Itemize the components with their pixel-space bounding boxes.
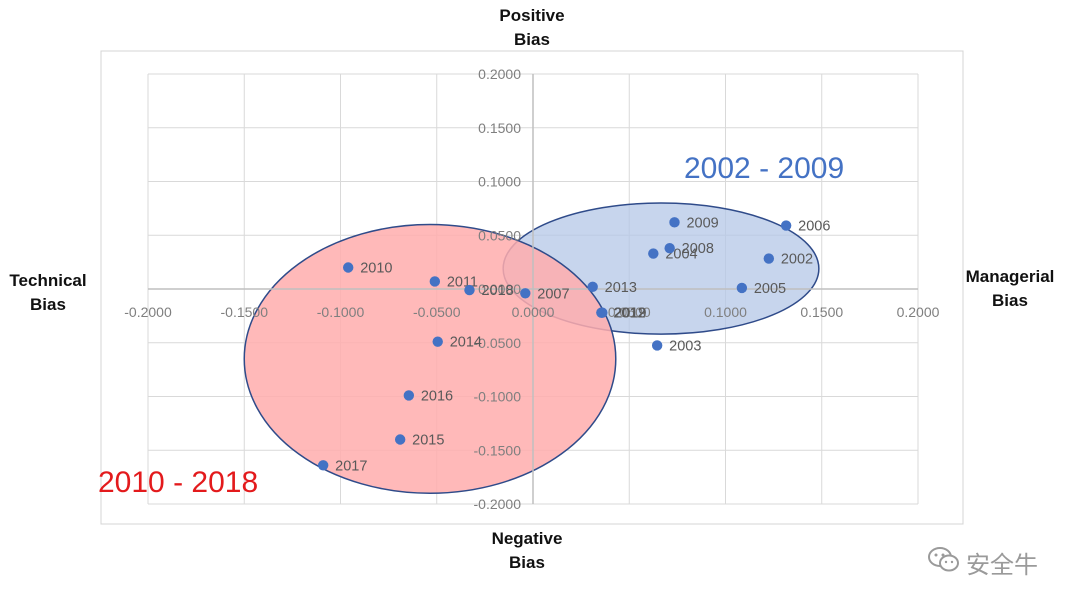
data-point <box>394 434 406 445</box>
managerial-bias-label: Managerial Bias <box>965 267 1055 310</box>
data-label: 2012 <box>613 306 645 322</box>
data-label: 2018 <box>481 283 513 299</box>
data-point <box>763 253 775 264</box>
data-label: 2014 <box>450 335 482 351</box>
data-label: 2002 <box>781 252 813 268</box>
technical-bias-label: Technical Bias <box>9 271 87 314</box>
y-tick-label: 0.1000 <box>478 174 521 190</box>
positive-bias-label: Positive Bias <box>499 6 565 49</box>
data-label: 2007 <box>537 286 569 302</box>
y-tick-label: -0.0500 <box>474 335 522 351</box>
y-tick-label: -0.1500 <box>474 442 522 458</box>
negative-bias-label: Negative Bias <box>491 529 563 572</box>
data-label: 2006 <box>798 219 830 235</box>
x-tick-label: 0.0000 <box>512 304 555 320</box>
data-point <box>403 390 415 401</box>
data-point <box>736 282 748 294</box>
data-point <box>520 288 531 299</box>
data-label: 2003 <box>669 338 701 354</box>
y-tick-label: 0.1500 <box>478 120 521 136</box>
x-tick-label: 0.2000 <box>897 304 940 320</box>
data-label: 2019 <box>614 306 646 322</box>
data-label: 2017 <box>335 458 367 474</box>
x-tick-label: -0.0500 <box>413 304 461 320</box>
wechat-icon <box>928 547 959 572</box>
group-label: 2002 - 2009 <box>684 152 844 185</box>
group-labels: 2002 - 2009 2010 - 2018 <box>98 152 844 499</box>
x-tick-label: 0.1000 <box>704 304 747 320</box>
data-point <box>343 262 354 273</box>
data-point <box>429 276 441 287</box>
y-tick-label: -0.1000 <box>474 389 522 405</box>
x-tick-label: 0.1500 <box>800 304 843 320</box>
data-label: 2010 <box>360 261 392 277</box>
x-tick-label: 0.0500 <box>608 304 651 320</box>
x-tick-label: -0.1000 <box>317 304 365 320</box>
y-tick-label: 0.2000 <box>478 66 521 82</box>
data-point <box>317 460 329 471</box>
data-point <box>587 281 598 293</box>
group-ellipse <box>243 223 617 494</box>
y-tick-label: 0.0500 <box>478 227 521 243</box>
data-point <box>664 242 675 254</box>
axes <box>148 74 918 504</box>
data-point <box>464 284 475 296</box>
data-point <box>669 217 680 228</box>
data-point <box>651 340 663 351</box>
data-point <box>648 248 659 259</box>
watermark-text: 安全牛 <box>966 552 1038 579</box>
group-label: 2010 - 2018 <box>98 466 258 499</box>
x-tick-label: -0.2000 <box>124 304 172 320</box>
data-label: 2013 <box>605 280 637 296</box>
data-point <box>432 336 443 347</box>
data-label: 2015 <box>412 433 444 449</box>
data-label: 2008 <box>682 241 714 257</box>
y-tick-label: 0.0000 <box>478 281 521 297</box>
y-tick-label: -0.2000 <box>474 496 522 512</box>
tick-labels: -0.2000 -0.1500 -0.1000 -0.0500 0.0000 0.0500… <box>124 66 939 512</box>
x-tick-label: -0.1500 <box>221 304 269 320</box>
data-label: 2016 <box>421 388 453 404</box>
data-label: 2005 <box>754 281 786 297</box>
data-point <box>780 220 792 231</box>
data-point <box>597 307 608 318</box>
data-label: 2009 <box>686 215 718 231</box>
data-points: 2002200320042005200620072008200920102011… <box>317 215 830 474</box>
